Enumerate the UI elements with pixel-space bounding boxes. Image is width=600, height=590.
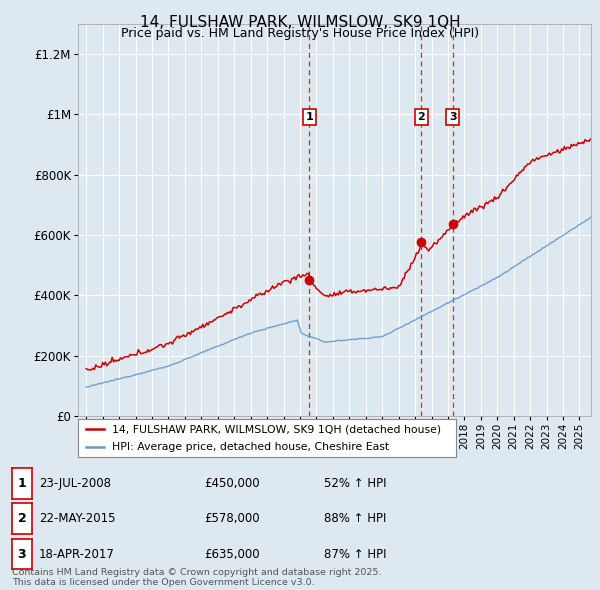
- Text: 52% ↑ HPI: 52% ↑ HPI: [324, 477, 386, 490]
- Text: £578,000: £578,000: [204, 512, 260, 525]
- Text: Price paid vs. HM Land Registry's House Price Index (HPI): Price paid vs. HM Land Registry's House …: [121, 27, 479, 40]
- Text: 87% ↑ HPI: 87% ↑ HPI: [324, 548, 386, 560]
- Text: 2: 2: [17, 512, 26, 525]
- Text: 14, FULSHAW PARK, WILMSLOW, SK9 1QH: 14, FULSHAW PARK, WILMSLOW, SK9 1QH: [140, 15, 460, 30]
- Text: 88% ↑ HPI: 88% ↑ HPI: [324, 512, 386, 525]
- Text: £635,000: £635,000: [204, 548, 260, 560]
- Text: £450,000: £450,000: [204, 477, 260, 490]
- Text: HPI: Average price, detached house, Cheshire East: HPI: Average price, detached house, Ches…: [112, 442, 389, 452]
- Text: 22-MAY-2015: 22-MAY-2015: [39, 512, 115, 525]
- Text: 23-JUL-2008: 23-JUL-2008: [39, 477, 111, 490]
- Text: 2: 2: [418, 112, 425, 122]
- Text: 3: 3: [449, 112, 457, 122]
- Text: 3: 3: [17, 548, 26, 560]
- Text: 1: 1: [305, 112, 313, 122]
- Text: 18-APR-2017: 18-APR-2017: [39, 548, 115, 560]
- Text: 14, FULSHAW PARK, WILMSLOW, SK9 1QH (detached house): 14, FULSHAW PARK, WILMSLOW, SK9 1QH (det…: [112, 424, 441, 434]
- Text: Contains HM Land Registry data © Crown copyright and database right 2025.
This d: Contains HM Land Registry data © Crown c…: [12, 568, 382, 587]
- Text: 1: 1: [17, 477, 26, 490]
